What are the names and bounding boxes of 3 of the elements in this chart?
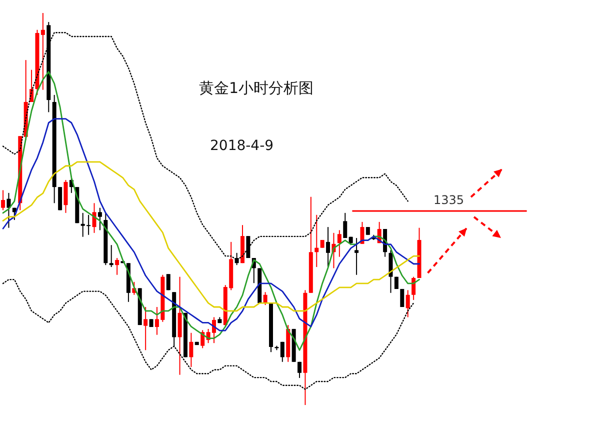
subtitle: 2018-4-9	[210, 138, 274, 154]
annotation: 1335	[434, 192, 464, 207]
title: 黄金1小时分析图	[199, 79, 314, 97]
